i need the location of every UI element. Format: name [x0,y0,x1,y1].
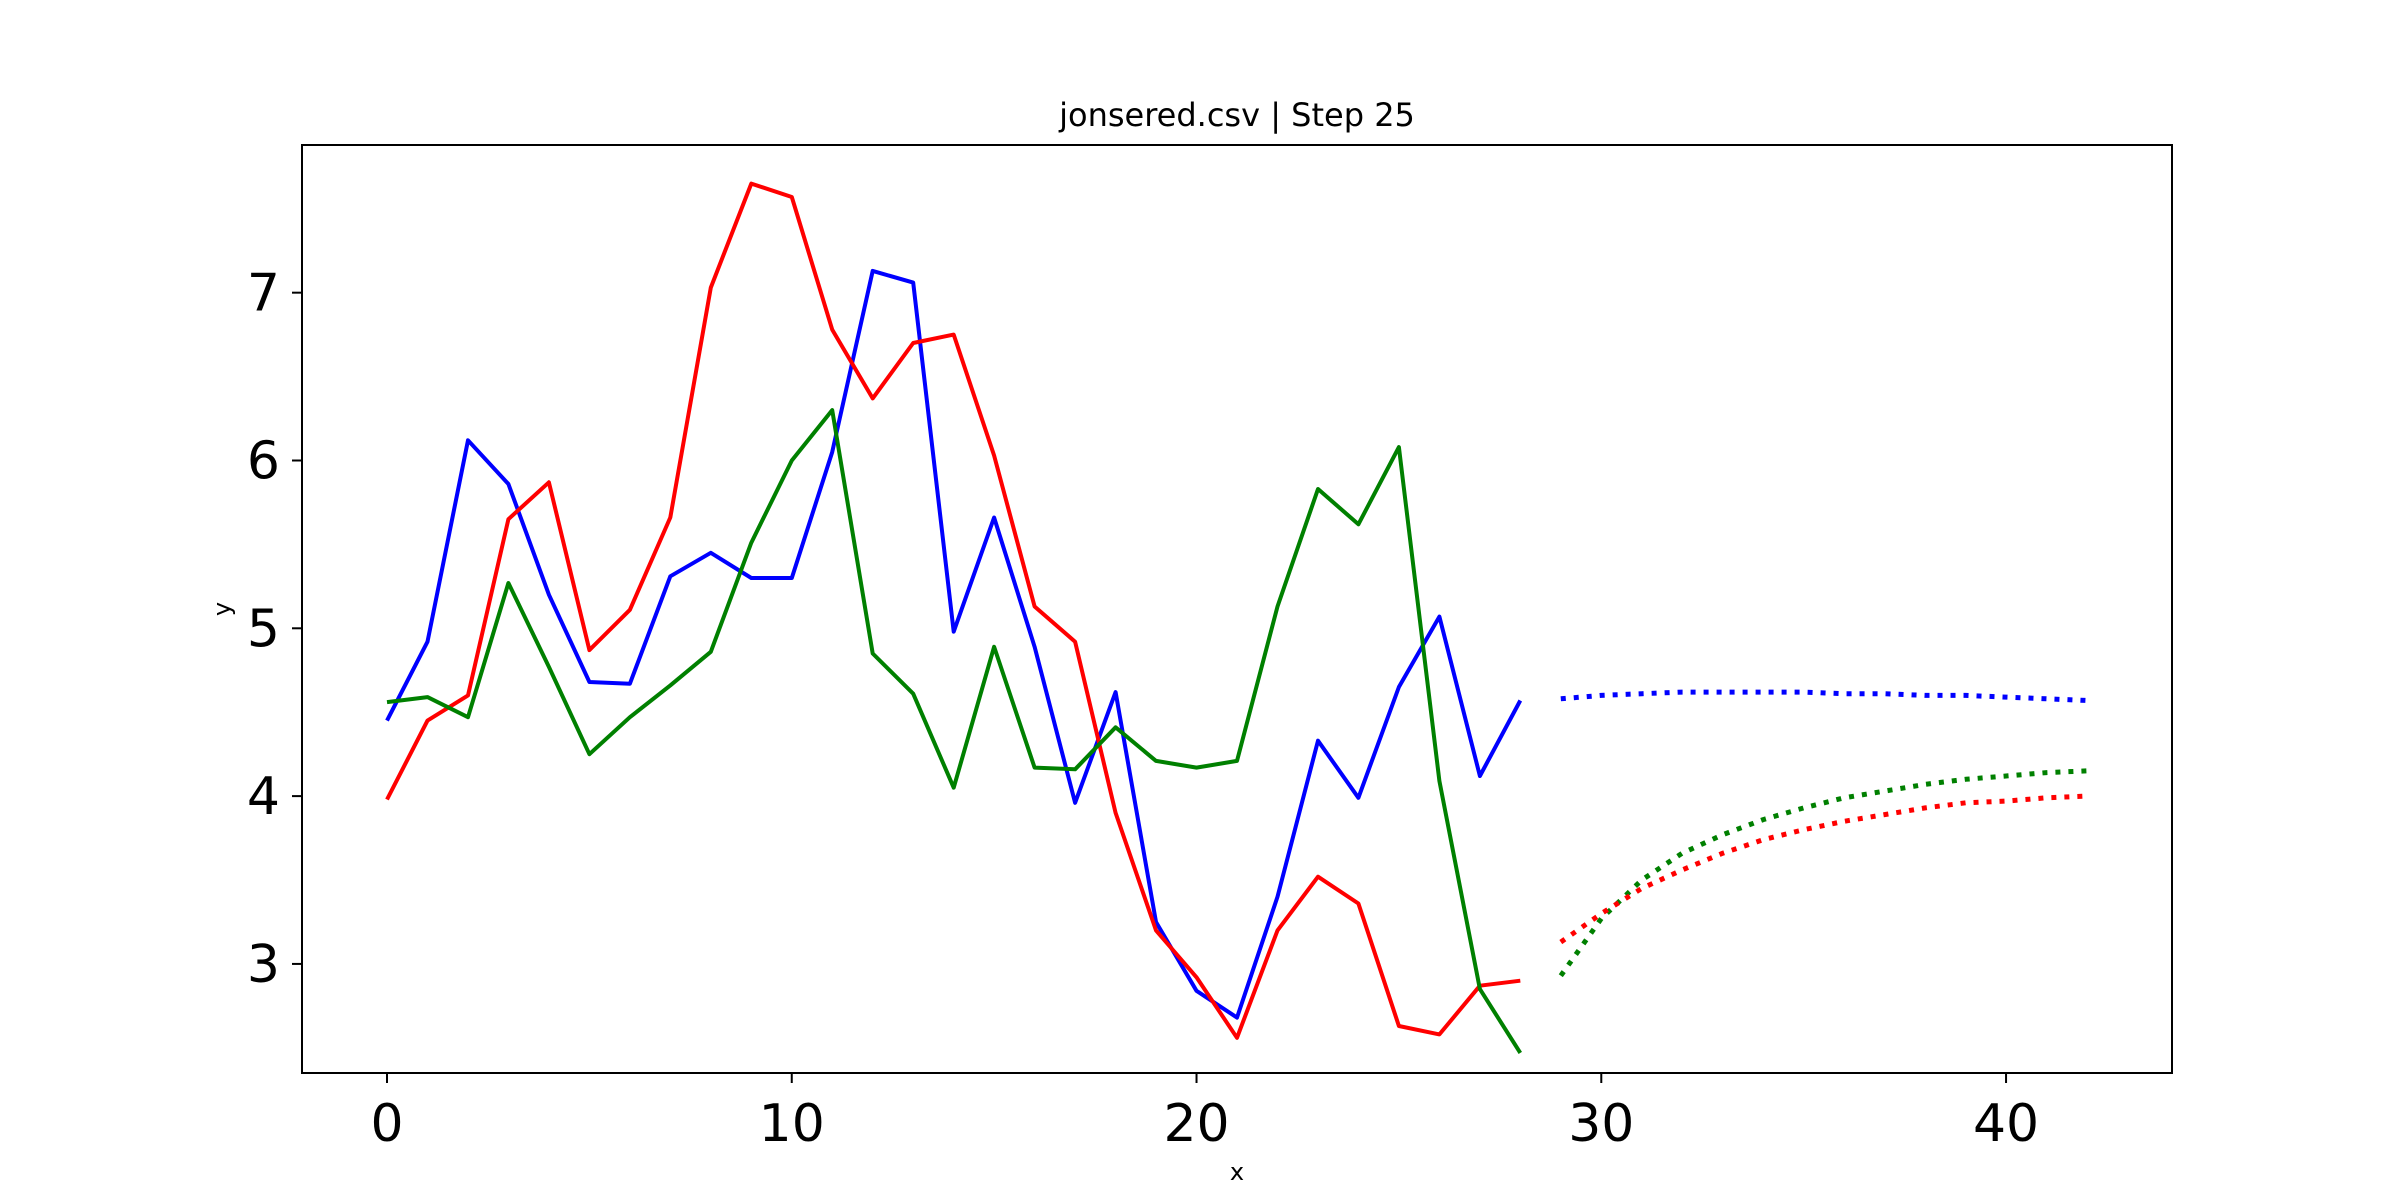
y-tick-label: 6 [247,431,280,491]
x-axis-label: x [1230,1158,1244,1186]
chart-title: jonsered.csv | Step 25 [1058,96,1415,134]
x-tick-label: 0 [370,1094,403,1154]
series-line-1 [385,181,1521,1040]
series-layer [385,181,2088,1054]
x-tick-label: 10 [759,1094,825,1154]
axes-frame [301,144,2173,1074]
series-line-forecast-5 [1559,793,2088,945]
series-line-forecast-3 [1560,689,2088,703]
y-tick-label: 4 [247,767,280,827]
x-tick-label: 30 [1568,1094,1634,1154]
x-tick-label: 20 [1163,1094,1229,1154]
y-axis-label: y [208,602,236,616]
y-tick-label: 5 [247,599,280,659]
series-line-2 [386,408,1522,1054]
y-tick-label: 3 [247,935,280,995]
y-tick-label: 7 [247,264,280,324]
series-line-forecast-4 [1558,768,2088,978]
x-tick-label: 40 [1973,1094,2039,1154]
ticks-layer: 0 10 20 30 40 3 4 5 6 7 [247,264,2039,1154]
series-line-0 [385,268,1523,1020]
